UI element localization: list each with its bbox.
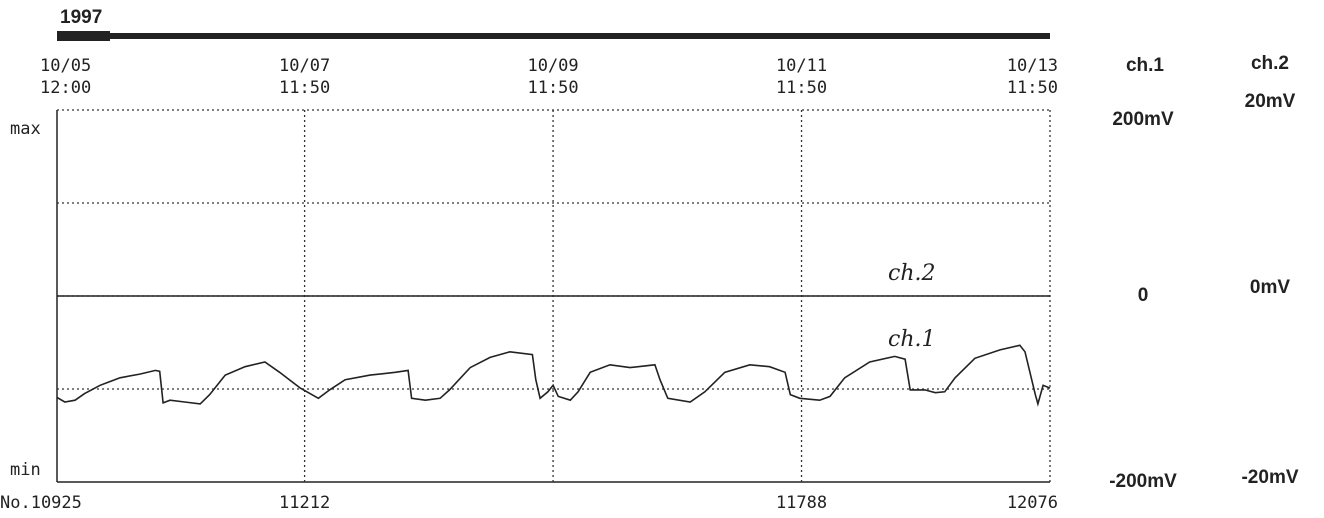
chart-title: 1997 xyxy=(60,7,102,28)
annotation: ch.2 xyxy=(888,261,935,286)
min-label: min xyxy=(10,460,41,480)
y2-tick-label: 0mV xyxy=(1250,277,1290,298)
y2-tick-label: 20mV xyxy=(1245,91,1296,112)
y-tick-label: 200mV xyxy=(1112,109,1174,130)
y-tick-label: -200mV xyxy=(1109,471,1177,492)
top-date-label: 10/09 xyxy=(527,56,578,76)
y-tick-label: 0 xyxy=(1138,285,1149,306)
y2-tick-label: -20mV xyxy=(1241,467,1298,488)
x-tick-label: 12076 xyxy=(1007,493,1058,513)
top-time-label: 11:50 xyxy=(1007,78,1058,98)
y2-axis-title: ch.2 xyxy=(1251,53,1289,74)
annotation: ch.1 xyxy=(888,327,935,352)
time-bar-cursor xyxy=(57,31,110,41)
top-time-label: 11:50 xyxy=(279,78,330,98)
max-label: max xyxy=(10,119,41,139)
series-line xyxy=(56,344,1051,407)
top-date-label: 10/07 xyxy=(279,56,330,76)
top-time-label: 11:50 xyxy=(776,78,827,98)
y-axis-title: ch.1 xyxy=(1126,55,1164,76)
x-tick-label: 11212 xyxy=(279,493,330,513)
x-tick-label: 11788 xyxy=(776,493,827,513)
top-date-label: 10/11 xyxy=(776,56,827,76)
time-bar xyxy=(57,33,1050,39)
top-date-label: 10/13 xyxy=(1007,56,1058,76)
x-tick-label: No.10925 xyxy=(0,493,82,513)
top-time-label: 11:50 xyxy=(527,78,578,98)
top-date-label: 10/05 xyxy=(40,56,91,76)
top-time-label: 12:00 xyxy=(40,78,91,98)
